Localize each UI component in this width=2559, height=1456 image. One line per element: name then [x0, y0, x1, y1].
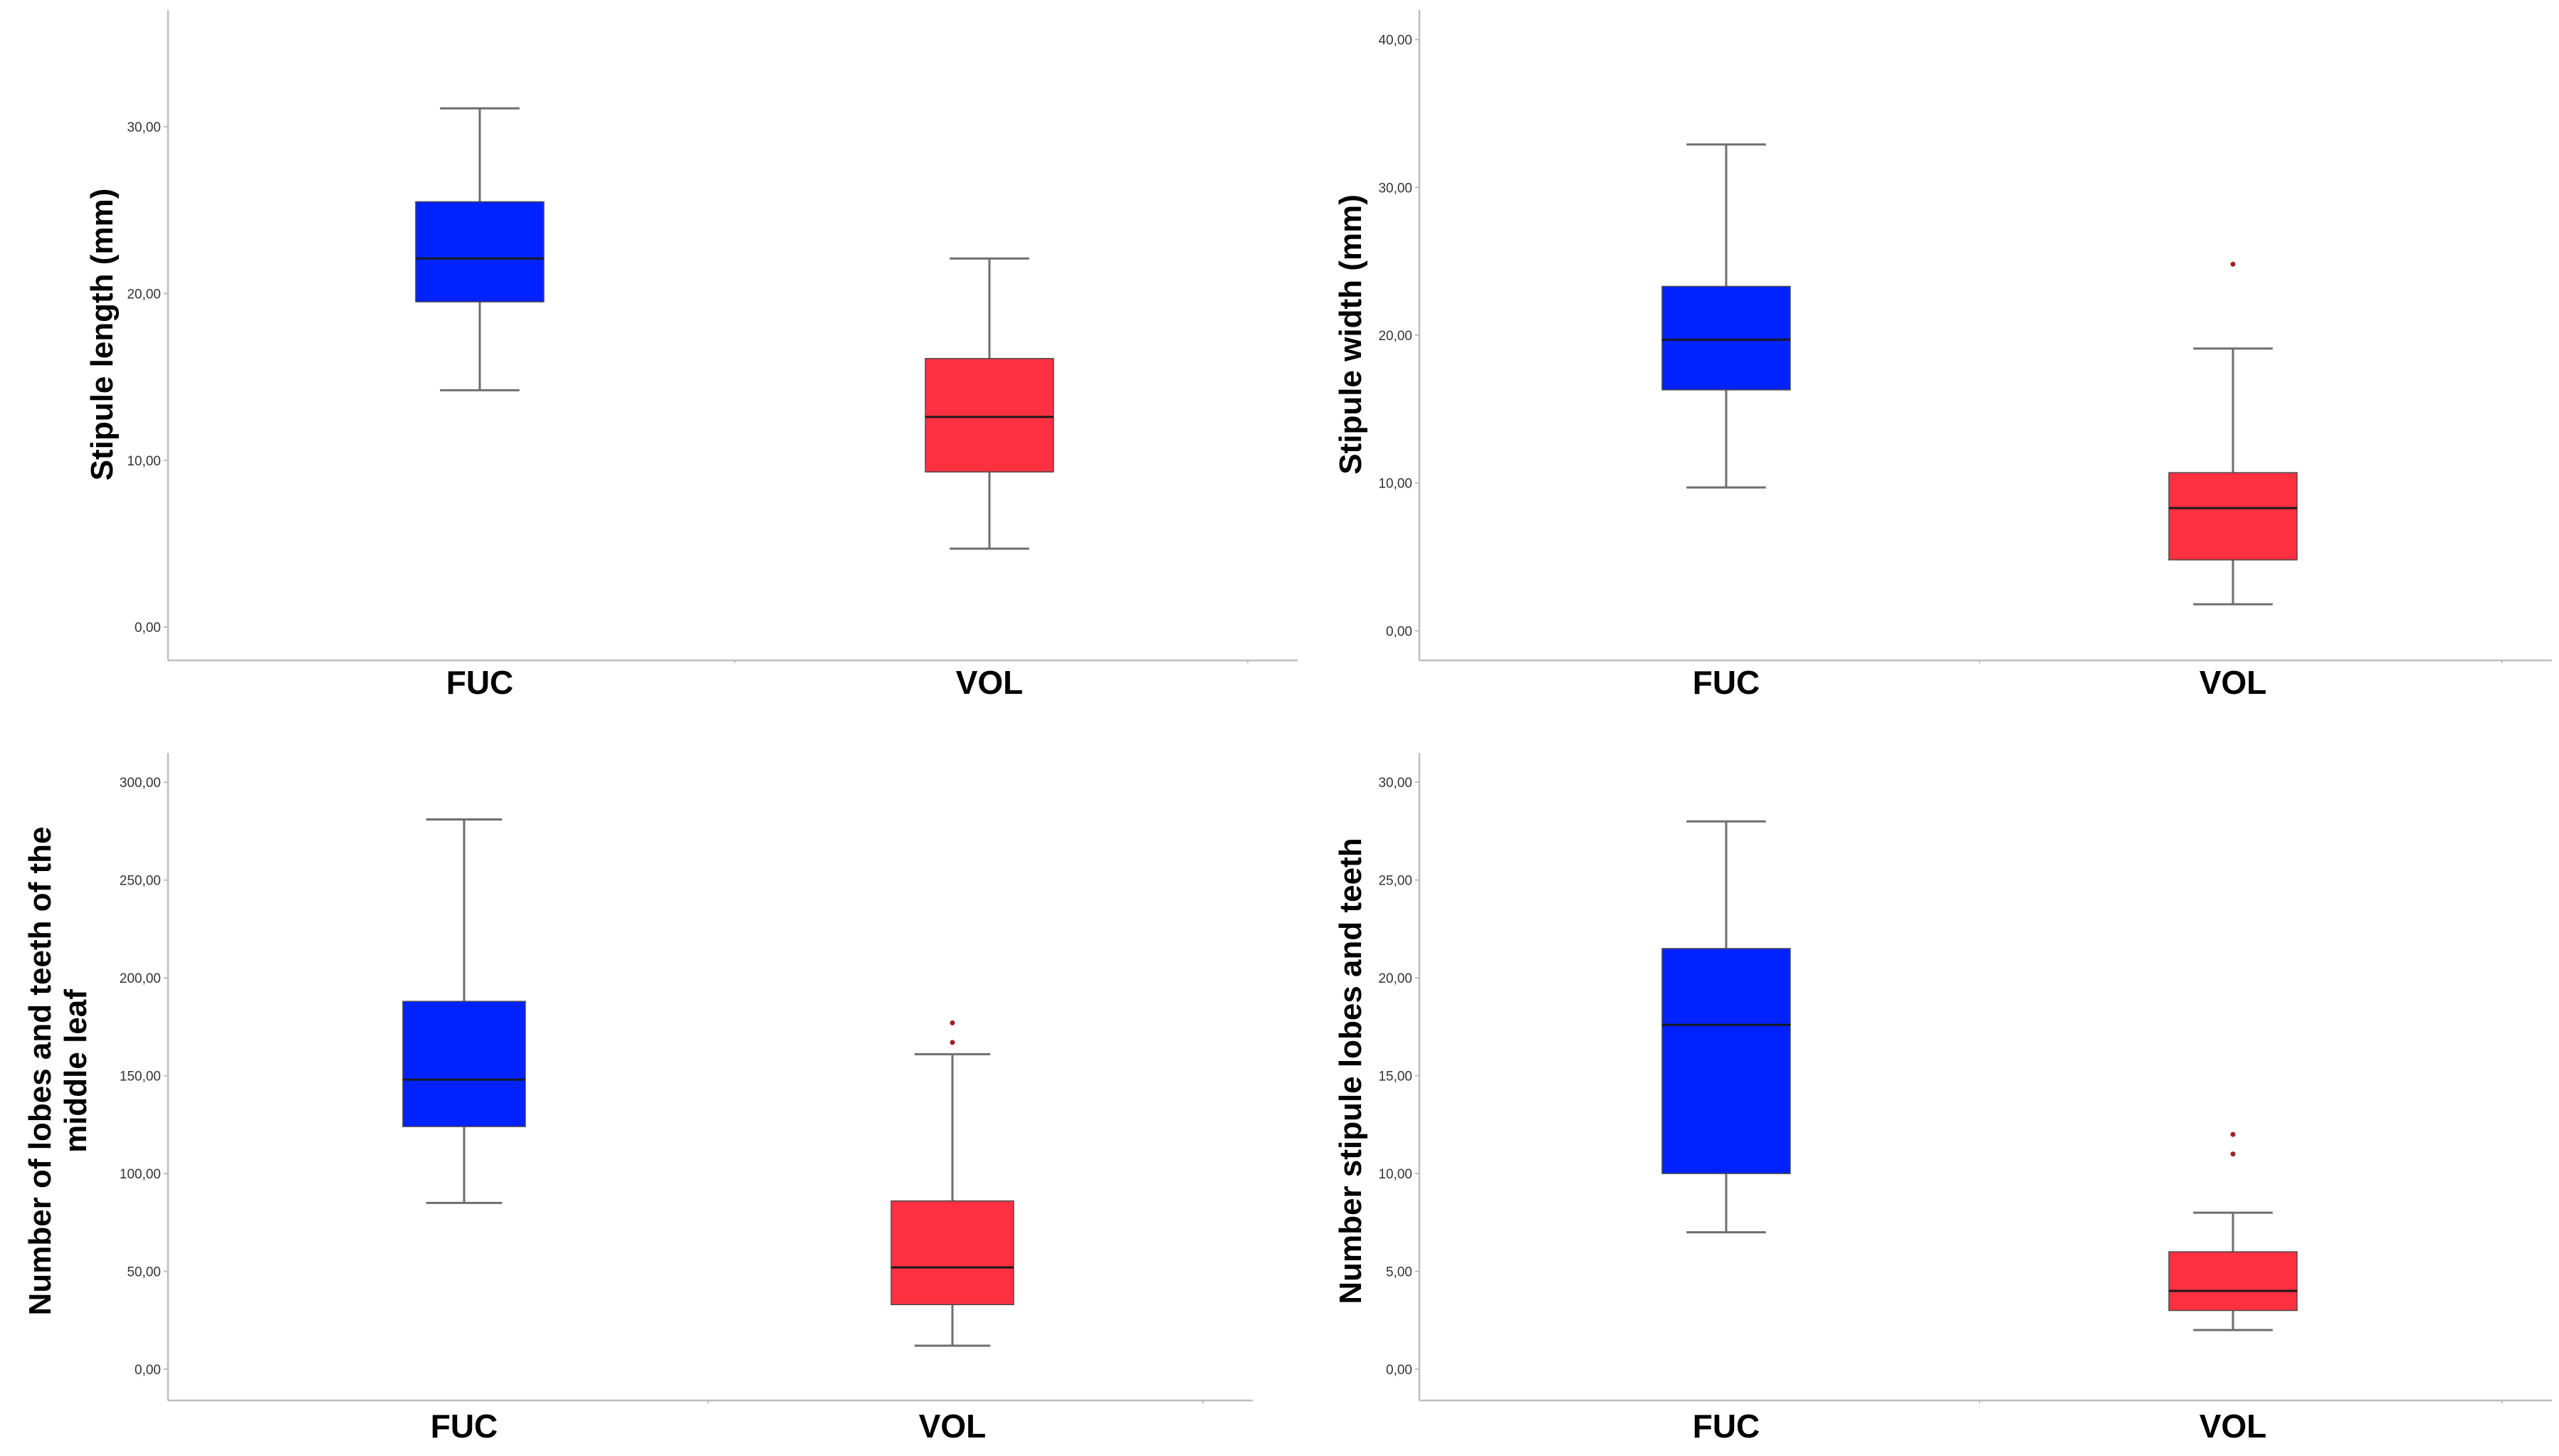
y-tick-label: 250,00 — [120, 874, 161, 889]
box-fuc — [1661, 143, 1791, 489]
iqr-box — [415, 201, 545, 302]
chart-panel-1: 0,00 10,00 20,00 30,00 Stipule length (mm) FU… — [85, 10, 1298, 701]
y-tick-label: 300,00 — [120, 776, 161, 791]
iqr-box — [2168, 1251, 2298, 1312]
outlier-point — [2230, 1151, 2236, 1157]
category-label-vol: VOL — [2200, 664, 2267, 701]
y-axis-label: Number stipule lobes and teeth — [1333, 838, 1368, 1304]
y-tick-label: 10,00 — [127, 454, 161, 469]
chart-panel-2: 0,00 10,00 20,00 30,00 40,00 Stipule width (m… — [1333, 10, 2552, 701]
category-label-fuc: FUC — [1693, 664, 1760, 701]
y-tick-label: 20,00 — [1378, 971, 1412, 986]
iqr-box — [2168, 472, 2298, 561]
y-axis-label: Stipule length (mm) — [85, 189, 120, 481]
y-tick-label: 30,00 — [1378, 181, 1412, 196]
y-tick-label: 30,00 — [1378, 776, 1412, 791]
iqr-box — [1661, 285, 1791, 391]
y-tick-label: 200,00 — [120, 971, 161, 986]
outlier-point — [950, 1020, 955, 1025]
y-tick-label: 0,00 — [1386, 624, 1412, 639]
category-label-fuc: FUC — [1693, 1408, 1760, 1445]
box-fuc — [1661, 820, 1791, 1234]
outlier-point — [950, 1040, 955, 1045]
category-label-fuc: FUC — [431, 1408, 498, 1445]
y-tick-label: 0,00 — [1386, 1363, 1412, 1378]
box-vol — [2168, 261, 2298, 606]
y-axis-label: Stipule width (mm) — [1333, 194, 1368, 475]
y-tick-label: 0,00 — [135, 621, 161, 635]
box-vol — [925, 257, 1054, 550]
category-label-vol: VOL — [956, 664, 1024, 701]
iqr-box — [890, 1200, 1014, 1306]
box-vol — [890, 1020, 1014, 1347]
box-fuc — [402, 818, 526, 1204]
outlier-point — [2230, 1131, 2236, 1137]
y-axis-label: Number of lobes and teeth of the — [23, 827, 58, 1316]
y-tick-label: 150,00 — [120, 1070, 161, 1085]
y-tick-label: 10,00 — [1378, 1167, 1412, 1182]
category-label-vol: VOL — [919, 1408, 987, 1445]
category-label-fuc: FUC — [446, 664, 514, 701]
y-tick-label: 25,00 — [1378, 874, 1412, 889]
y-tick-label: 100,00 — [120, 1167, 161, 1182]
outlier-point — [2230, 261, 2236, 267]
y-tick-label: 20,00 — [127, 287, 161, 302]
y-axis-label: middle leaf — [58, 989, 93, 1153]
y-tick-label: 10,00 — [1378, 477, 1412, 492]
iqr-box — [925, 358, 1054, 473]
y-tick-label: 5,00 — [1386, 1265, 1412, 1280]
y-tick-label: 50,00 — [127, 1265, 161, 1280]
y-tick-label: 0,00 — [135, 1363, 161, 1378]
chart-panel-4: 0,00 5,00 10,00 15,00 20,00 25,00 30,00 Number … — [1333, 753, 2552, 1445]
y-tick-label: 15,00 — [1378, 1070, 1412, 1085]
category-label-vol: VOL — [2200, 1408, 2267, 1445]
y-tick-label: 40,00 — [1378, 33, 1412, 48]
iqr-box — [1661, 948, 1791, 1174]
y-tick-label: 30,00 — [127, 120, 161, 135]
chart-panel-3: 0,00 50,00 100,00 150,00 200,00 250,00 300,00 N… — [23, 753, 1253, 1445]
box-vol — [2168, 1131, 2298, 1331]
y-tick-label: 20,00 — [1378, 329, 1412, 344]
iqr-box — [402, 1001, 526, 1127]
box-fuc — [415, 107, 545, 391]
